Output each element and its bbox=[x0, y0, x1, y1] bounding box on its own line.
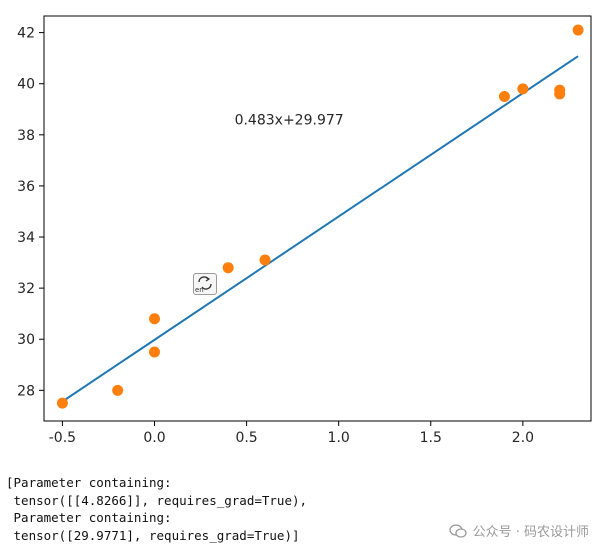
y-tick-label: 42 bbox=[17, 26, 35, 42]
y-axis-ticks: 28 30 32 34 36 38 40 42 bbox=[17, 26, 44, 399]
x-tick-label: 2.0 bbox=[512, 430, 534, 446]
regression-line bbox=[61, 55, 579, 403]
y-tick-label: 38 bbox=[17, 128, 35, 144]
y-tick-label: 32 bbox=[17, 281, 35, 297]
console-line: tensor([[4.8266]], requires_grad=True), bbox=[6, 492, 308, 508]
x-axis-ticks: -0.5 0.0 0.5 1.0 1.5 2.0 bbox=[49, 421, 534, 446]
watermark: 公众号 · 码农设计师 bbox=[448, 521, 589, 540]
x-tick-label: 1.0 bbox=[328, 430, 350, 446]
x-tick-label: 0.0 bbox=[143, 430, 165, 446]
y-tick-label: 40 bbox=[17, 77, 35, 93]
data-point bbox=[56, 397, 68, 409]
translate-label: en bbox=[195, 286, 204, 294]
data-points bbox=[56, 24, 584, 409]
y-tick-label: 28 bbox=[17, 383, 35, 399]
console-output: [Parameter containing: tensor([[4.8266]]… bbox=[6, 474, 307, 544]
y-tick-label: 34 bbox=[17, 230, 35, 246]
data-point bbox=[498, 90, 510, 102]
data-point bbox=[259, 254, 271, 266]
data-point bbox=[149, 346, 161, 358]
console-line: Parameter containing: bbox=[6, 510, 172, 525]
equation-annotation: 0.483x+29.977 bbox=[235, 112, 344, 128]
translate-icon[interactable]: en bbox=[193, 273, 217, 295]
chart: -0.5 0.0 0.5 1.0 1.5 2.0 28 30 32 34 36 38 40 42 0.4… bbox=[17, 15, 592, 446]
watermark-text: 公众号 · 码农设计师 bbox=[472, 525, 589, 540]
x-tick-label: 1.5 bbox=[420, 430, 442, 446]
data-point bbox=[222, 262, 234, 274]
console-line: [Parameter containing: bbox=[6, 475, 172, 490]
x-tick-label: 0.5 bbox=[235, 430, 257, 446]
y-tick-label: 30 bbox=[17, 332, 35, 348]
data-point bbox=[517, 83, 529, 95]
y-tick-label: 36 bbox=[17, 179, 35, 195]
x-tick-label: -0.5 bbox=[49, 430, 76, 446]
data-point bbox=[149, 313, 161, 325]
wechat-logo-icon bbox=[448, 523, 467, 538]
plot-area bbox=[43, 15, 592, 422]
console-line: tensor([29.9771], requires_grad=True)] bbox=[6, 527, 300, 543]
data-point bbox=[572, 24, 584, 36]
data-point bbox=[554, 84, 566, 96]
data-point bbox=[112, 384, 124, 396]
